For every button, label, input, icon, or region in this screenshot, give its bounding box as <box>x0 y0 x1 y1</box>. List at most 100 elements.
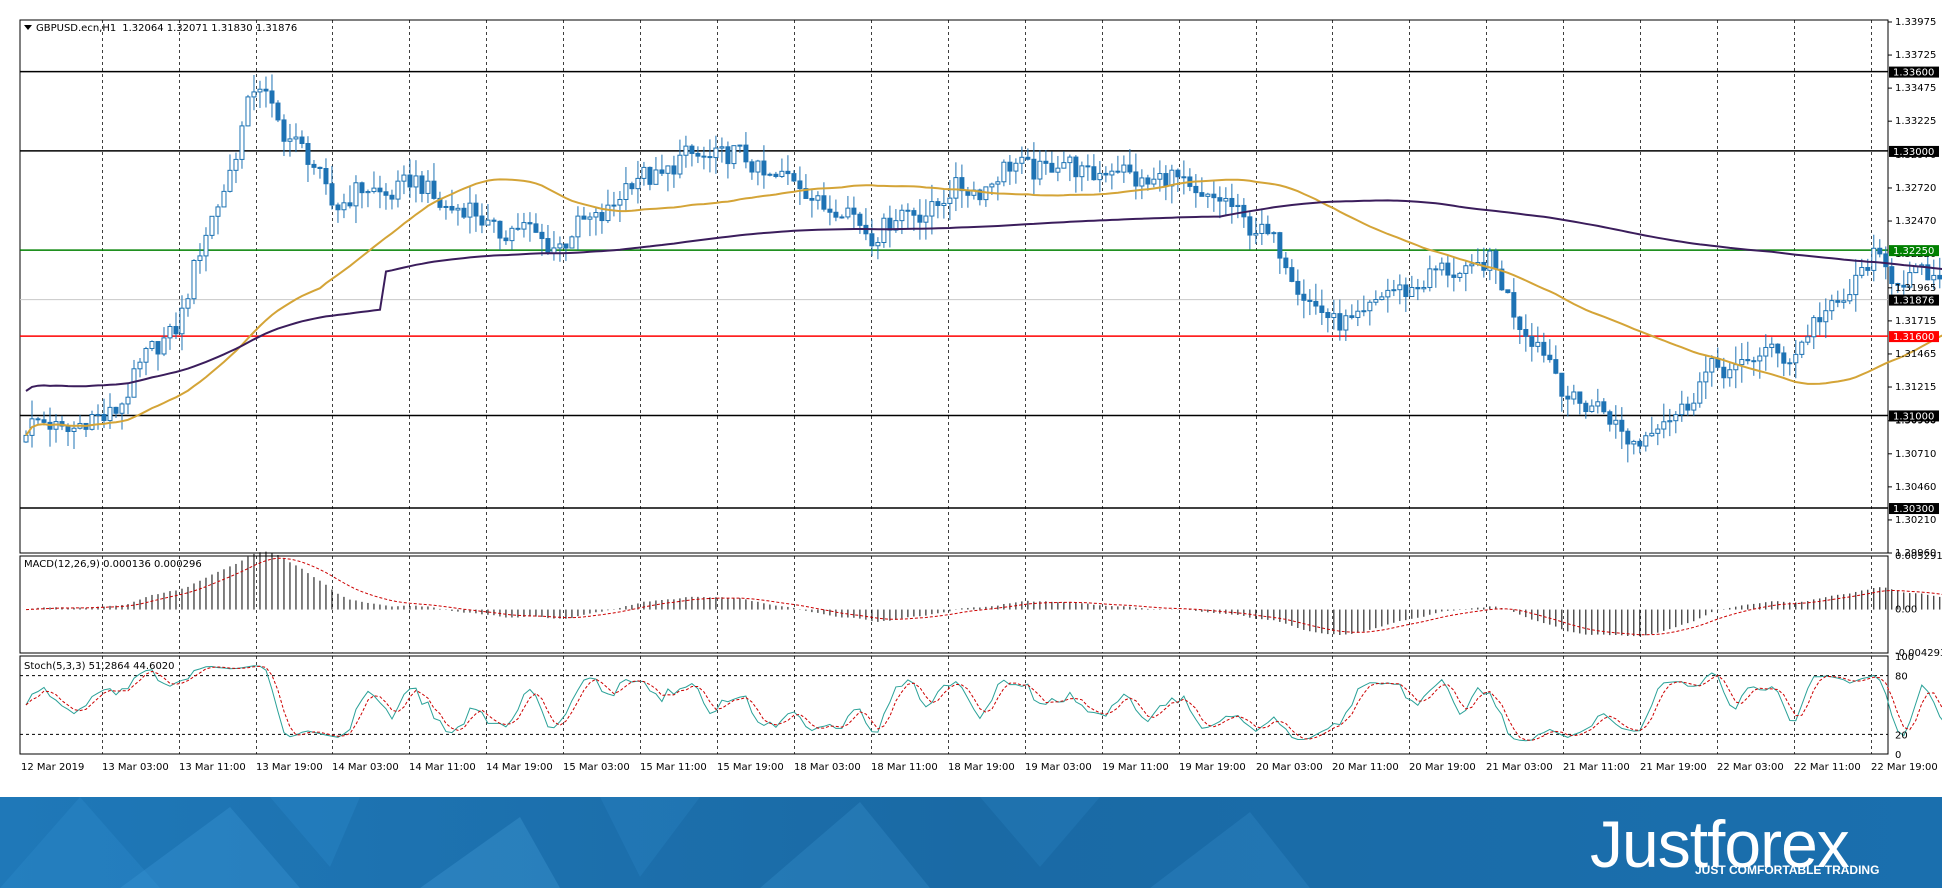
candle-body <box>233 158 239 171</box>
candle-body <box>1157 173 1163 180</box>
candle-body <box>347 202 353 207</box>
time-label: 22 Mar 03:00 <box>1717 762 1784 773</box>
candle-body <box>521 222 527 230</box>
candle-body <box>1667 420 1673 423</box>
macd-signal-line <box>25 557 1942 636</box>
candle-body <box>995 181 1001 185</box>
dropdown-triangle-icon[interactable] <box>24 25 32 30</box>
candle-body <box>533 223 539 233</box>
time-label: 13 Mar 19:00 <box>256 762 323 773</box>
time-label: 21 Mar 19:00 <box>1640 762 1707 773</box>
candle-body <box>1805 336 1811 343</box>
stoch-axis: 100 80 20 0 <box>1895 652 1914 761</box>
candle-body <box>1775 343 1781 354</box>
candle-body <box>1151 178 1157 185</box>
candle-body <box>71 427 77 432</box>
candle-body <box>89 414 95 430</box>
level-tag-bg <box>1889 66 1939 78</box>
candle-body <box>1835 300 1841 303</box>
time-label: 19 Mar 11:00 <box>1102 762 1169 773</box>
candle-body <box>1901 284 1907 288</box>
candle-body <box>1289 267 1295 282</box>
candle-body <box>737 144 743 147</box>
brand-banner: Justforex JUST COMFORTABLE TRADING <box>0 797 1942 888</box>
stoch-panel <box>19 655 1889 755</box>
candle-body <box>1043 160 1049 164</box>
moving-average-fast <box>25 178 1942 436</box>
candle-body <box>1895 283 1901 286</box>
candle-body <box>1097 172 1103 181</box>
candle-body <box>1307 299 1313 302</box>
moving-average-slow <box>25 199 1942 392</box>
time-label: 18 Mar 11:00 <box>871 762 938 773</box>
candle-body <box>1037 160 1043 180</box>
candle-body <box>401 174 407 182</box>
candle-body <box>1883 253 1889 268</box>
time-label: 15 Mar 11:00 <box>640 762 707 773</box>
candle-body <box>107 406 113 422</box>
candle-body <box>785 170 791 175</box>
candle-body <box>119 403 125 414</box>
candle-body <box>479 215 485 226</box>
candle-body <box>1685 403 1691 411</box>
candle-body <box>1865 267 1871 271</box>
macd-axis: 0.005291 0.00 -0.004293 <box>1895 551 1942 659</box>
candle-body <box>491 219 497 222</box>
macd-label: MACD(12,26,9) 0.000136 0.000296 <box>24 559 202 570</box>
candle-body <box>845 207 851 218</box>
candle-body <box>821 195 827 210</box>
candle-body <box>947 197 953 204</box>
time-label: 13 Mar 03:00 <box>102 762 169 773</box>
candle-body <box>407 174 413 188</box>
candle-body <box>1367 301 1373 312</box>
candle-body <box>665 165 671 174</box>
candle-body <box>929 201 935 217</box>
candle-body <box>1859 267 1865 276</box>
candle-body <box>1721 366 1727 379</box>
candle-body <box>767 173 773 176</box>
candle-body <box>281 119 287 142</box>
vertical-grid <box>102 20 1872 754</box>
candle-body <box>1115 170 1121 173</box>
candle-body <box>311 163 317 168</box>
candle-body <box>467 202 473 218</box>
brand-banner-art: Justforex JUST COMFORTABLE TRADING <box>0 797 1942 888</box>
candle-body <box>899 209 905 222</box>
candle-body <box>779 170 785 177</box>
candle-body <box>1769 343 1775 348</box>
candle-body <box>1373 299 1379 303</box>
candle-body <box>1193 185 1199 194</box>
candle-body <box>1049 162 1055 173</box>
candle-body <box>1487 250 1493 271</box>
candle-body <box>1811 317 1817 338</box>
candle-body <box>1877 247 1883 255</box>
chart-area[interactable]: 1.33975 1.33725 1.33475 1.33225 1.32720 1.324… <box>0 0 1942 797</box>
candle-body <box>389 194 395 200</box>
candle-body <box>593 212 599 218</box>
candle-body <box>365 191 371 194</box>
candle-body <box>317 166 323 169</box>
candle-body <box>1781 352 1787 364</box>
candle-body <box>1757 355 1763 362</box>
candle-body <box>1541 341 1547 356</box>
candle-body <box>701 155 707 158</box>
candle-body <box>809 197 815 201</box>
candle-body <box>173 326 179 335</box>
candle-body <box>875 241 881 247</box>
price-tick-label: 1.29960 <box>1895 548 1936 559</box>
candle-body <box>485 219 491 226</box>
candle-body <box>515 227 521 230</box>
level-tag-bg <box>1889 145 1939 157</box>
candle-body <box>443 205 449 208</box>
time-label: 20 Mar 03:00 <box>1256 762 1323 773</box>
candle-body <box>575 215 581 238</box>
candle-body <box>677 154 683 175</box>
candle-body <box>1169 169 1175 187</box>
candle-body <box>1103 172 1109 176</box>
level-tag-label: 1.30300 <box>1893 504 1934 515</box>
price-tick-label: 1.33725 <box>1895 50 1936 61</box>
candle-body <box>1127 164 1133 173</box>
candle-body <box>1925 264 1931 281</box>
candle-body <box>695 152 701 157</box>
candle-body <box>455 207 461 211</box>
